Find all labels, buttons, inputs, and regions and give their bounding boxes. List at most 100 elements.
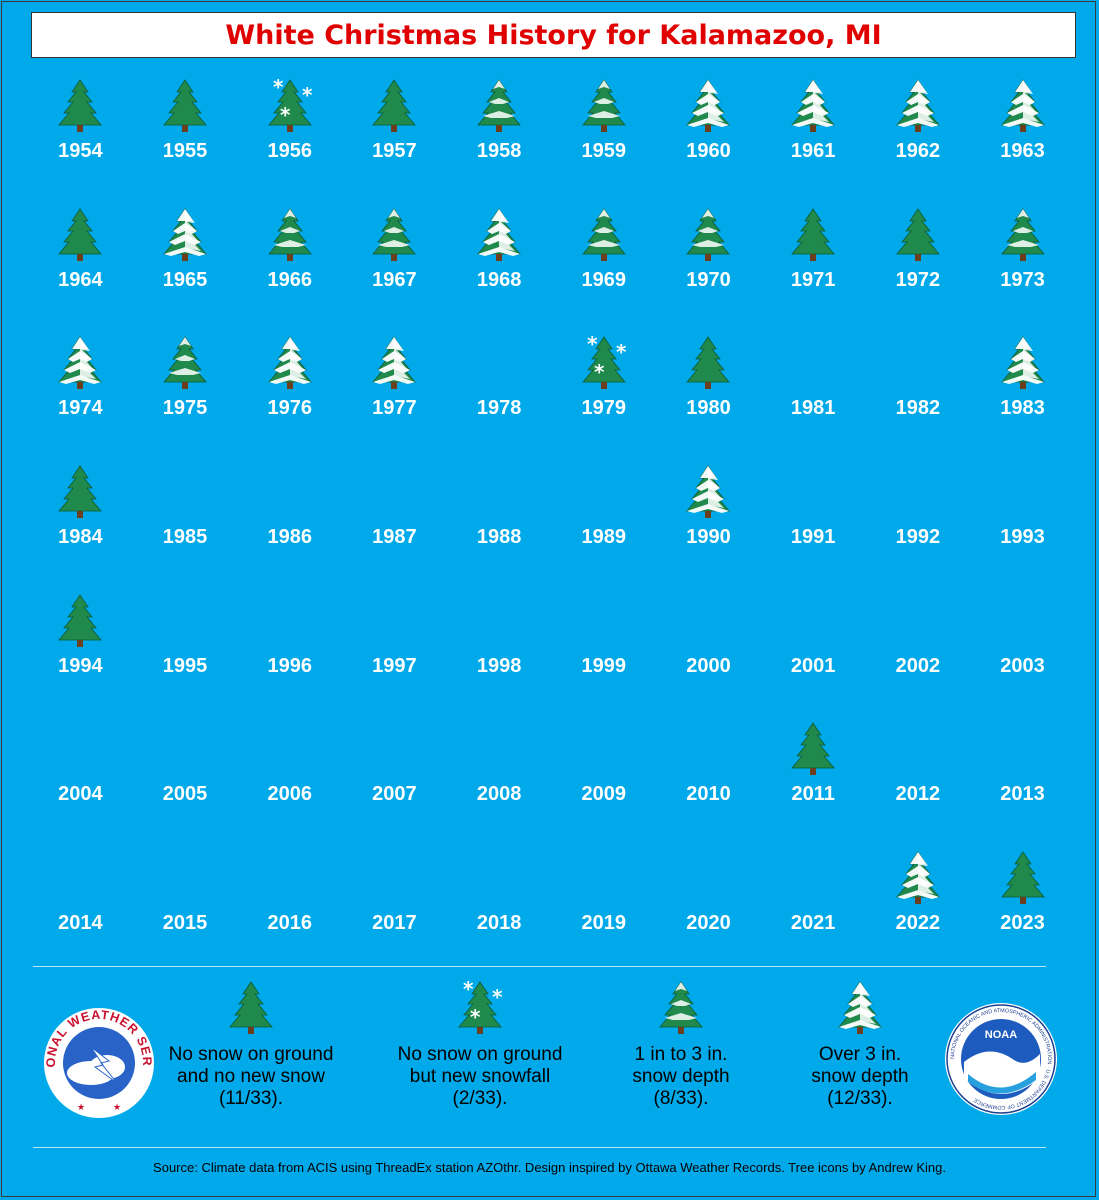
year-cell: 2016 (237, 844, 342, 973)
tree-heavy-snow-icon (264, 335, 316, 393)
tree-light-snow-icon (473, 78, 525, 136)
year-label: 2016 (267, 912, 312, 935)
year-cell: 1959 (551, 72, 656, 201)
year-label: 1979 (581, 397, 627, 420)
year-cell: 1989 (551, 458, 656, 587)
year-cell: 1987 (342, 458, 447, 587)
year-label: 1991 (790, 526, 836, 549)
tree-heavy-snow-icon (159, 207, 211, 265)
year-label: 1981 (790, 397, 836, 420)
year-cell: 1993 (970, 458, 1075, 587)
legend-new-snowfall: * * * No snow on ground but new snowfall (… (390, 980, 570, 1110)
year-cell: 1980 (656, 329, 761, 458)
legend-tree-green-icon (225, 980, 277, 1038)
tree-green-icon (54, 78, 106, 136)
year-cell: 1972 (866, 201, 971, 330)
year-label: 2010 (686, 783, 731, 806)
year-cell: 2003 (970, 587, 1075, 716)
year-label: 1998 (476, 654, 522, 677)
year-label: 1969 (581, 268, 627, 291)
year-label: 1958 (476, 140, 522, 162)
tree-green-icon (54, 464, 106, 522)
year-cell: 1971 (761, 201, 866, 330)
svg-text:*: * (616, 340, 627, 364)
year-cell: 1990 (656, 458, 761, 587)
svg-text:*: * (470, 1005, 481, 1029)
year-cell: 2000 (656, 587, 761, 716)
year-cell: 1969 (551, 201, 656, 330)
tree-light-snow-icon (264, 207, 316, 265)
year-label: 1980 (686, 397, 731, 420)
tree-green-icon (787, 721, 839, 779)
year-cell: 2012 (866, 715, 971, 844)
year-label: 1961 (790, 140, 836, 162)
year-label: 2014 (58, 912, 103, 935)
year-cell: 2022 (866, 844, 971, 973)
year-cell: 1985 (133, 458, 238, 587)
tree-heavy-snow-icon (892, 78, 944, 136)
tree-green-icon (368, 78, 420, 136)
year-cell: 1992 (866, 458, 971, 587)
year-label: 1955 (162, 140, 208, 162)
svg-text:★: ★ (113, 1102, 121, 1112)
legend-no-snow: No snow on ground and no new snow (11/33… (160, 980, 342, 1110)
tree-heavy-snow-icon (368, 335, 420, 393)
tree-heavy-snow-icon (473, 207, 525, 265)
tree-green-icon (682, 335, 734, 393)
tree-heavy-snow-icon (682, 78, 734, 136)
tree-heavy-snow-icon (997, 335, 1049, 393)
svg-text:*: * (302, 83, 313, 107)
year-cell: 1981 (761, 329, 866, 458)
year-label: 1966 (267, 268, 312, 291)
year-label: 1997 (372, 654, 417, 677)
year-cell: 2005 (133, 715, 238, 844)
title-box: White Christmas History for Kalamazoo, M… (31, 12, 1076, 58)
year-cell: 1970 (656, 201, 761, 330)
svg-text:*: * (463, 980, 474, 1001)
year-cell: 1982 (866, 329, 971, 458)
tree-heavy-snow-icon (54, 335, 106, 393)
year-label: 1975 (162, 397, 208, 420)
year-label: 2015 (162, 912, 208, 935)
year-label: 1971 (790, 268, 836, 291)
year-label: 2022 (895, 912, 941, 935)
tree-light-snow-icon (159, 335, 211, 393)
year-label: 2006 (267, 783, 312, 806)
year-label: 2003 (1000, 654, 1045, 677)
year-cell: 2021 (761, 844, 866, 973)
year-label: 2020 (686, 912, 731, 935)
year-label: 1976 (267, 397, 312, 420)
year-label: 1989 (581, 526, 627, 549)
year-cell: 2009 (551, 715, 656, 844)
year-label: 1982 (895, 397, 941, 420)
year-label: 2008 (476, 783, 522, 806)
year-cell: 1958 (447, 72, 552, 201)
year-label: 2009 (581, 783, 627, 806)
year-label: 1988 (476, 526, 522, 549)
year-cell: * * * 1979 (551, 329, 656, 458)
year-cell: 2006 (237, 715, 342, 844)
year-cell: 2008 (447, 715, 552, 844)
year-cell: 1965 (133, 201, 238, 330)
year-label: 1992 (895, 526, 941, 549)
year-label: 1993 (1000, 526, 1045, 549)
year-cell: 1963 (970, 72, 1075, 201)
year-label: 1986 (267, 526, 312, 549)
legend-tree-snowfall-icon: * * * (454, 980, 506, 1038)
year-label: 1996 (267, 654, 312, 677)
year-label: 2012 (895, 783, 941, 806)
year-cell: 2011 (761, 715, 866, 844)
page-title: White Christmas History for Kalamazoo, M… (225, 19, 882, 51)
year-label: 1990 (686, 526, 731, 549)
tree-green-icon (787, 207, 839, 265)
year-label: 1994 (58, 654, 103, 677)
tree-light-snow-icon (578, 207, 630, 265)
year-label: 1957 (372, 140, 417, 162)
year-label: 2004 (58, 783, 103, 806)
year-cell: 2010 (656, 715, 761, 844)
year-label: 1963 (1000, 140, 1045, 162)
year-cell: 1996 (237, 587, 342, 716)
year-cell: 1998 (447, 587, 552, 716)
year-label: 1978 (476, 397, 522, 420)
legend-label: 1 in to 3 in. snow depth (8/33). (632, 1044, 730, 1109)
